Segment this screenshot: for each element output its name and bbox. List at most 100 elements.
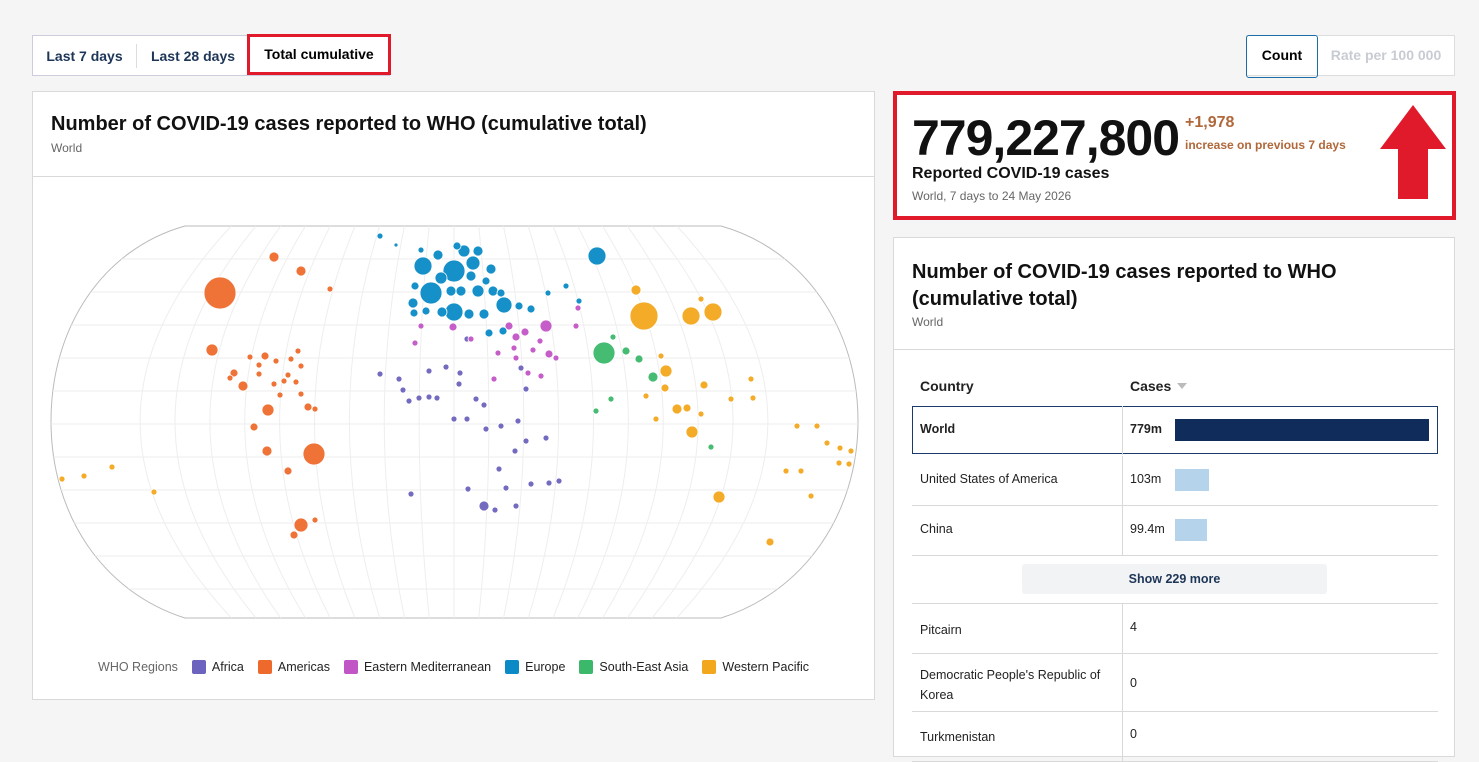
region-bubble [727,395,735,403]
region-bubble [659,364,673,378]
sort-icon[interactable] [1177,383,1187,390]
region-bubble [289,530,299,540]
region-bubble [260,351,270,361]
summary-caption: World, 7 days to 24 May 2026 [912,189,1072,203]
measure-toggle: Count Rate per 100 000 [1246,35,1455,78]
table-subtitle: World [912,315,944,329]
region-bubble [487,285,499,297]
country-cell: China [920,522,953,536]
region-bubble [511,447,519,455]
tab-active[interactable]: Total cumulative [247,34,391,75]
column-divider [1122,604,1123,653]
region-bubble [261,445,273,457]
graticule-line [552,226,594,618]
region-bubble [417,246,425,254]
toggle-rate[interactable]: Rate per 100 000 [1330,47,1442,63]
summary-card: 779,227,800 +1,978 increase on previous … [893,91,1456,220]
region-bubble [292,378,300,386]
region-bubble [442,363,450,371]
region-bubble [836,444,844,452]
region-bubble [630,284,642,296]
country-cell: World [920,422,956,436]
region-bubble [529,346,537,354]
region-bubble [527,480,535,488]
legend-swatch [505,660,520,674]
region-bubble [747,375,755,383]
tab[interactable]: Last 28 days [150,48,236,64]
graticule-line [209,226,282,618]
cases-cell: 4 [1130,620,1137,634]
toggle-count[interactable]: Count [1246,35,1318,78]
region-bubble [417,322,425,330]
region-bubble [407,490,415,498]
region-bubble [660,383,670,393]
column-divider [1122,406,1123,455]
region-bubble [303,402,313,412]
cases-cell: 0 [1130,676,1137,690]
legend-swatch [257,660,272,674]
region-bubble [647,371,659,383]
region-bubble [203,276,237,310]
region-bubble [845,460,853,468]
region-bubble [463,415,471,423]
column-header[interactable]: Cases [1130,378,1172,394]
graticule-line [418,226,430,618]
region-bubble [835,459,843,467]
region-bubble [490,375,498,383]
region-bubble [270,380,278,388]
region-bubble [481,276,491,286]
column-divider [1122,653,1123,711]
legend: WHO Regions Africa Americas Eastern Medite… [33,657,874,677]
region-bubble [682,403,692,413]
region-bubble [498,326,508,336]
region-bubble [511,332,521,342]
region-bubble [510,344,518,352]
region-bubble [517,364,525,372]
region-bubble [537,372,545,380]
legend-swatch [191,660,206,674]
region-bubble [293,517,309,533]
region-bubble [311,516,319,524]
region-bubble [484,328,494,338]
show-more-button[interactable]: Show 229 more [1022,564,1327,594]
region-bubble [450,415,458,423]
region-bubble [712,490,726,504]
region-bubble [592,341,616,365]
region-bubble [685,425,699,439]
region-bubble [749,394,757,402]
region-bubble [302,442,326,466]
tab[interactable]: Last 7 days [46,48,123,64]
graticule-line [577,226,629,618]
region-bubble [536,337,544,345]
region-bubble [813,422,821,430]
region-bubble [393,242,399,248]
region-bubble [465,270,477,282]
region-bubble [376,232,384,240]
region-bubble [399,386,407,394]
region-bubble [621,346,631,356]
region-bubble [652,415,660,423]
region-bubble [297,362,305,370]
arrow-icon [1380,105,1446,199]
region-bubble [544,349,554,359]
region-bubble [284,371,292,379]
region-bubble [226,374,234,382]
region-bubble [514,301,524,311]
region-bubble [572,322,580,330]
column-header[interactable]: Country [920,378,974,394]
region-bubble [405,397,413,405]
region-bubble [376,370,384,378]
region-bubble [280,377,288,385]
region-bubble [520,327,530,337]
region-bubble [671,403,683,415]
region-bubble [478,500,490,512]
legend-swatch [343,660,358,674]
table-title: Number of COVID-19 cases reported to WHO… [912,261,1337,310]
region-bubble [765,537,775,547]
region-bubble [434,271,448,285]
legend-item: Americas [257,660,330,674]
region-bubble [544,289,552,297]
cases-cell: 0 [1130,727,1137,741]
legend-swatch [702,660,717,674]
